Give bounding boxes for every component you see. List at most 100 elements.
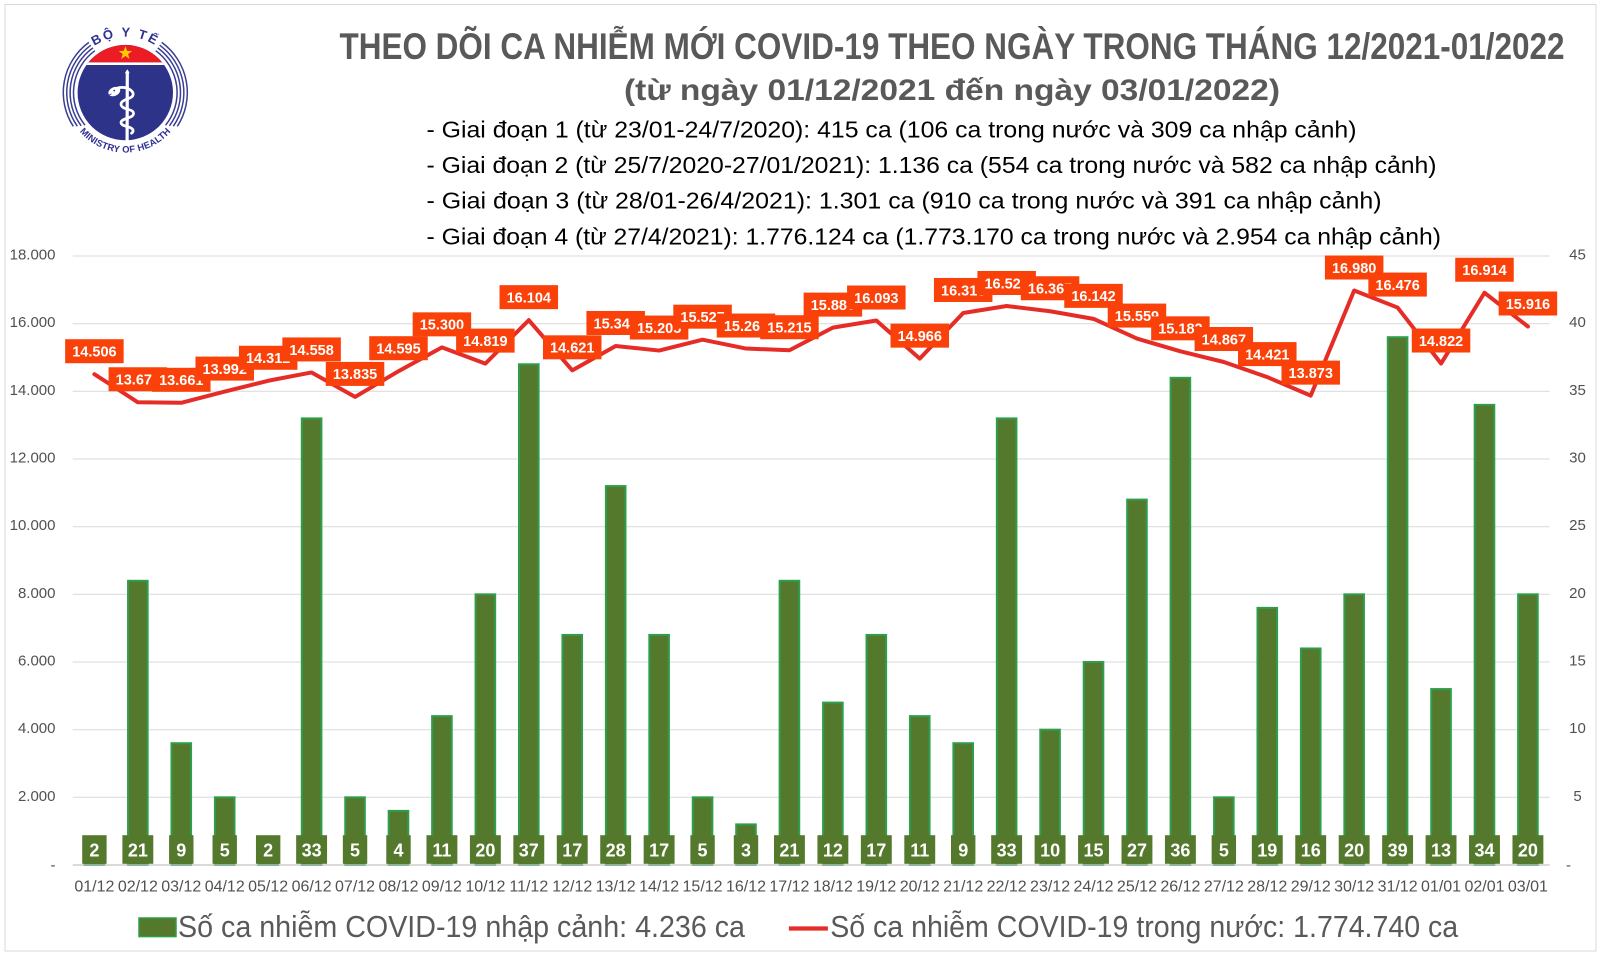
svg-text:13/12: 13/12 bbox=[596, 879, 636, 896]
svg-text:13.661: 13.661 bbox=[159, 373, 203, 389]
svg-text:40: 40 bbox=[1569, 314, 1586, 331]
svg-text:39: 39 bbox=[1388, 840, 1408, 860]
svg-text:14.819: 14.819 bbox=[463, 334, 507, 350]
svg-text:15.205: 15.205 bbox=[637, 321, 681, 337]
svg-text:14.000: 14.000 bbox=[10, 382, 56, 399]
svg-text:- Giai đoạn 1 (từ 23/01-24/7/2: - Giai đoạn 1 (từ 23/01-24/7/2020): 415 … bbox=[427, 116, 1357, 142]
svg-text:14.421: 14.421 bbox=[1245, 347, 1289, 363]
svg-text:15: 15 bbox=[1569, 653, 1586, 670]
svg-text:5: 5 bbox=[1573, 788, 1581, 805]
svg-text:09/12: 09/12 bbox=[422, 879, 462, 896]
svg-text:16.980: 16.980 bbox=[1332, 261, 1376, 277]
svg-text:03/12: 03/12 bbox=[161, 879, 201, 896]
svg-text:5: 5 bbox=[350, 840, 360, 860]
svg-text:- Giai đoạn 4 (từ 27/4/2021):: - Giai đoạn 4 (từ 27/4/2021): 1.776.124 … bbox=[427, 223, 1442, 249]
svg-text:21: 21 bbox=[779, 840, 799, 860]
svg-text:9: 9 bbox=[958, 840, 968, 860]
svg-text:- Giai đoạn 2 (từ 25/7/2020-27: - Giai đoạn 2 (từ 25/7/2020-27/01/2021):… bbox=[427, 152, 1437, 178]
svg-text:20: 20 bbox=[1344, 840, 1364, 860]
svg-text:27: 27 bbox=[1127, 840, 1147, 860]
svg-text:02/12: 02/12 bbox=[118, 879, 158, 896]
svg-text:15.559: 15.559 bbox=[1115, 309, 1159, 325]
svg-text:15.883: 15.883 bbox=[811, 298, 855, 314]
svg-text:33: 33 bbox=[997, 840, 1017, 860]
svg-text:6.000: 6.000 bbox=[18, 653, 56, 670]
svg-text:9: 9 bbox=[176, 840, 186, 860]
svg-text:12/12: 12/12 bbox=[552, 879, 592, 896]
svg-text:16.093: 16.093 bbox=[854, 291, 898, 307]
svg-text:11/12: 11/12 bbox=[509, 879, 548, 896]
svg-text:Số ca nhiễm COVID-19 nhập cảnh: Số ca nhiễm COVID-19 nhập cảnh: 4.236 ca bbox=[178, 909, 745, 944]
svg-text:16.104: 16.104 bbox=[507, 290, 551, 306]
svg-text:14.966: 14.966 bbox=[898, 329, 942, 345]
svg-text:11: 11 bbox=[910, 840, 929, 860]
svg-text:02/01: 02/01 bbox=[1464, 879, 1504, 896]
svg-text:5: 5 bbox=[698, 840, 708, 860]
svg-text:06/12: 06/12 bbox=[292, 879, 332, 896]
svg-text:16.522: 16.522 bbox=[984, 276, 1028, 292]
svg-text:15.265: 15.265 bbox=[724, 319, 768, 335]
svg-text:17: 17 bbox=[649, 840, 669, 860]
svg-text:-: - bbox=[51, 857, 56, 874]
svg-text:2: 2 bbox=[263, 840, 273, 860]
svg-text:18/12: 18/12 bbox=[813, 879, 853, 896]
svg-text:30: 30 bbox=[1569, 450, 1586, 467]
svg-text:21/12: 21/12 bbox=[943, 879, 983, 896]
svg-text:07/12: 07/12 bbox=[335, 879, 375, 896]
svg-text:8.000: 8.000 bbox=[18, 585, 56, 602]
svg-text:15.215: 15.215 bbox=[767, 321, 811, 337]
svg-text:21: 21 bbox=[128, 840, 148, 860]
svg-text:-: - bbox=[1566, 857, 1571, 874]
svg-text:16: 16 bbox=[1301, 840, 1321, 860]
svg-text:14.558: 14.558 bbox=[289, 343, 333, 359]
svg-text:25: 25 bbox=[1569, 517, 1586, 534]
svg-text:27/12: 27/12 bbox=[1204, 879, 1244, 896]
svg-text:14.312: 14.312 bbox=[246, 351, 290, 367]
svg-text:16.367: 16.367 bbox=[1028, 282, 1072, 298]
svg-text:20: 20 bbox=[1518, 840, 1538, 860]
svg-text:16.316: 16.316 bbox=[941, 283, 985, 299]
svg-text:28: 28 bbox=[606, 840, 626, 860]
svg-text:14.621: 14.621 bbox=[550, 341, 594, 357]
svg-text:03/01: 03/01 bbox=[1508, 879, 1548, 896]
svg-text:36: 36 bbox=[1170, 840, 1190, 860]
svg-text:15.344: 15.344 bbox=[594, 316, 638, 332]
svg-text:15.182: 15.182 bbox=[1158, 322, 1202, 338]
svg-text:23/12: 23/12 bbox=[1030, 879, 1070, 896]
svg-text:20/12: 20/12 bbox=[900, 879, 940, 896]
svg-text:11: 11 bbox=[432, 840, 451, 860]
svg-text:04/12: 04/12 bbox=[205, 879, 245, 896]
svg-text:30/12: 30/12 bbox=[1334, 879, 1374, 896]
svg-text:10.000: 10.000 bbox=[10, 517, 56, 534]
svg-text:Số ca nhiễm COVID-19 trong nướ: Số ca nhiễm COVID-19 trong nước: 1.774.7… bbox=[830, 909, 1458, 944]
svg-text:10: 10 bbox=[1040, 840, 1060, 860]
svg-text:28/12: 28/12 bbox=[1247, 879, 1287, 896]
svg-text:24/12: 24/12 bbox=[1073, 879, 1113, 896]
svg-text:- Giai đoạn 3 (từ 28/01-26/4/2: - Giai đoạn 3 (từ 28/01-26/4/2021): 1.30… bbox=[427, 188, 1382, 214]
svg-text:12: 12 bbox=[823, 840, 843, 860]
svg-text:19: 19 bbox=[1257, 840, 1277, 860]
svg-text:15.300: 15.300 bbox=[420, 318, 464, 334]
svg-text:35: 35 bbox=[1569, 382, 1586, 399]
svg-text:16.914: 16.914 bbox=[1462, 263, 1506, 279]
svg-text:31/12: 31/12 bbox=[1378, 879, 1418, 896]
svg-text:10/12: 10/12 bbox=[465, 879, 505, 896]
svg-text:14.595: 14.595 bbox=[376, 342, 420, 358]
svg-text:16.476: 16.476 bbox=[1375, 278, 1419, 294]
svg-text:5: 5 bbox=[220, 840, 230, 860]
svg-text:25/12: 25/12 bbox=[1117, 879, 1157, 896]
svg-text:34: 34 bbox=[1474, 840, 1494, 860]
svg-text:26/12: 26/12 bbox=[1160, 879, 1200, 896]
svg-text:15/12: 15/12 bbox=[683, 879, 723, 896]
svg-text:16.000: 16.000 bbox=[10, 314, 56, 331]
svg-text:4: 4 bbox=[393, 840, 403, 860]
svg-text:20: 20 bbox=[475, 840, 495, 860]
svg-text:33: 33 bbox=[302, 840, 322, 860]
svg-text:4.000: 4.000 bbox=[18, 720, 56, 737]
svg-text:14.506: 14.506 bbox=[72, 345, 116, 361]
svg-text:13.873: 13.873 bbox=[1289, 366, 1333, 382]
svg-text:15.527: 15.527 bbox=[680, 310, 724, 326]
svg-text:16.142: 16.142 bbox=[1071, 289, 1115, 305]
svg-text:17/12: 17/12 bbox=[769, 879, 809, 896]
svg-text:THEO DÕI CA NHIỄM MỚI COVID-19: THEO DÕI CA NHIỄM MỚI COVID-19 THEO NGÀY… bbox=[340, 25, 1565, 67]
